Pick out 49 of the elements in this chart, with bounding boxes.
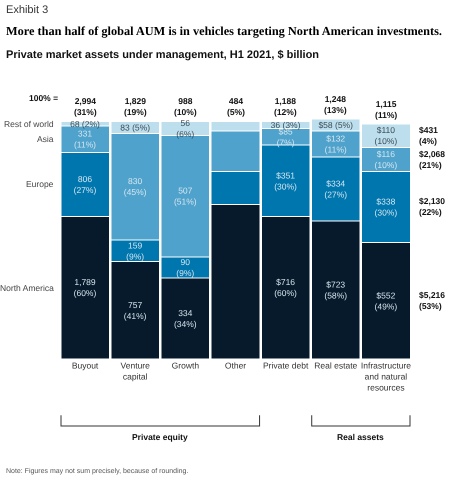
data-label: $334 (27%) — [324, 178, 348, 200]
data-label: $351 (30%) — [274, 170, 298, 192]
data-label: 1,789 (60%) — [74, 277, 96, 298]
text: Private equity — [132, 432, 188, 442]
x-tick-label: Private debt — [262, 360, 309, 370]
x-tick-label: Infrastructure and natural resources — [360, 360, 412, 393]
data-label: $723 (58%) — [324, 280, 348, 301]
data-label: 159 (9%) — [126, 240, 144, 262]
data-label: $716 (60%) — [274, 277, 298, 298]
total-label: 1,115 (11%) — [375, 99, 398, 120]
text: $2,068 (21%) — [419, 149, 446, 170]
data-label: 806 (27%) — [74, 174, 96, 195]
data-label: $110 (10%) — [374, 125, 398, 146]
x-tick-label: Real estate — [314, 360, 358, 370]
total-label: 1,248 (13%) — [324, 94, 347, 116]
data-label: 331 (11%) — [74, 128, 96, 150]
total-label: 988 (10%) — [174, 96, 197, 118]
chart-subtitle: Private market assets under management, H1 2021, $ billion — [6, 49, 320, 61]
series-label: Asia — [37, 134, 54, 144]
data-label: 68 (2%) — [70, 118, 100, 129]
text: 100% = — [29, 93, 58, 103]
x-tick-label: Growth — [172, 360, 200, 370]
total-label: 1,188 (12%) — [274, 96, 297, 118]
text: $2,130 (22%) — [419, 196, 446, 218]
chart-title: More than half of global AUM is in vehicles targeting North American investments. — [6, 24, 443, 39]
series-label: Rest of world — [4, 119, 54, 129]
x-tick-label: Venture capital — [120, 360, 150, 382]
total-label: 1,829 (19%) — [124, 96, 147, 118]
data-label: 83 (5%) — [120, 122, 150, 132]
data-label: $338 (30%) — [374, 196, 398, 218]
text: $5,216 (53%) — [419, 290, 446, 312]
data-label: $552 (49%) — [374, 290, 398, 312]
series-label: Europe — [26, 179, 54, 189]
data-label: 334 (34%) — [174, 308, 197, 330]
data-label: $116 (10%) — [374, 148, 398, 170]
text: Real assets — [337, 432, 384, 442]
x-tick-label: Buyout — [72, 360, 99, 370]
x-tick-label: Other — [224, 360, 246, 370]
data-label: 90 (9%) — [176, 256, 194, 278]
text: Exhibit 3 — [6, 4, 50, 16]
data-label: 507 (51%) — [174, 186, 197, 207]
data-label: $58 (5%) — [318, 120, 354, 130]
total-label: 484 (5%) — [227, 96, 246, 118]
text: $431 (4%) — [419, 125, 438, 146]
total-label: 2,994 (31%) — [74, 96, 97, 118]
data-label: 830 (45%) — [124, 176, 147, 198]
data-label: $132 (11%) — [324, 133, 347, 154]
data-label: 757 (41%) — [124, 300, 147, 321]
series-label: North America — [0, 283, 54, 293]
